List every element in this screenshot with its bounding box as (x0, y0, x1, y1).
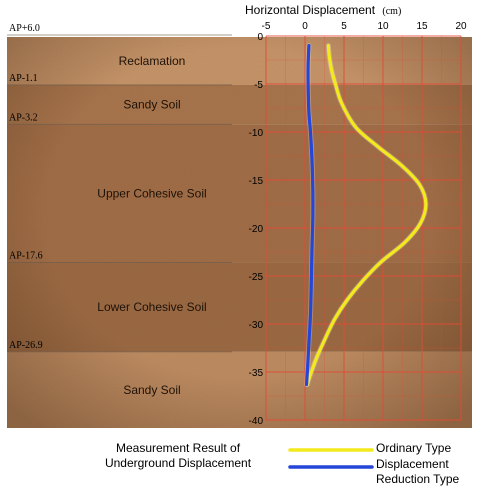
x-tick-label-0: -5 (262, 21, 271, 32)
y-tick-label-0: 0 (257, 32, 263, 43)
elevation-label-0: AP+6.0 (9, 23, 40, 34)
plot-grid (265, 35, 462, 421)
soil-label-sandy-soil-1: Sandy Soil (123, 98, 180, 112)
y-tick-label-2: -10 (249, 128, 264, 139)
elevation-label-3: AP-17.6 (9, 251, 43, 262)
soil-labels: Reclamation Sandy Soil Upper Cohesive Soil… (97, 54, 206, 397)
x-tick-label-3: 10 (377, 21, 389, 32)
x-tick-label-4: 15 (416, 21, 428, 32)
x-tick-label-5: 20 (455, 21, 467, 32)
x-axis-title: Horizontal Displacement (cm) (245, 3, 401, 17)
elevation-label-1: AP-1.1 (9, 73, 38, 84)
soil-vignette (7, 37, 472, 428)
legend-label-ordinary: Ordinary Type (376, 441, 451, 455)
layer-boundaries (7, 34, 232, 353)
series-line-ordinary-type (305, 44, 428, 387)
y-tick-label-5: -25 (249, 272, 264, 283)
figure-caption: Measurement Result of Underground Displa… (105, 441, 252, 470)
x-tick-labels: -5 0 5 10 15 20 (262, 21, 467, 32)
elevation-label-4: AP-26.9 (9, 340, 43, 351)
y-tick-label-1: -5 (254, 80, 263, 91)
legend-label-reduction-line-1: Displacement (376, 457, 449, 471)
y-tick-label-4: -20 (249, 224, 264, 235)
soil-label-upper-cohesive-soil-2: Upper Cohesive Soil (97, 186, 206, 200)
y-tick-label-8: -40 (249, 416, 264, 427)
soil-label-sandy-soil-4: Sandy Soil (123, 383, 180, 397)
y-tick-label-7: -35 (249, 368, 264, 379)
x-axis-title-text: Horizontal Displacement (245, 3, 376, 17)
legend-label-reduction-line-2: Reduction Type (376, 472, 459, 486)
elevation-label-2: AP-3.2 (9, 112, 38, 123)
soil-label-reclamation-0: Reclamation (119, 54, 186, 68)
y-tick-label-6: -30 (249, 320, 264, 331)
x-tick-label-2: 5 (341, 21, 347, 32)
series-line-displacement-reduction-type (304, 44, 315, 387)
series-lines (304, 43, 429, 387)
x-axis-unit: (cm) (382, 6, 401, 17)
caption-line-2: Underground Displacement (105, 456, 252, 470)
elevation-labels: AP+6.0 AP-1.1 AP-3.2 AP-17.6 AP-26.9 (9, 23, 43, 351)
legend: Ordinary Type Displacement Reduction Typ… (288, 441, 459, 486)
y-tick-labels: 0 -5 -10 -15 -20 -25 -30 -35 -40 (249, 32, 264, 427)
soil-label-lower-cohesive-soil-3: Lower Cohesive Soil (97, 300, 206, 314)
y-tick-label-3: -15 (249, 176, 264, 187)
caption-line-1: Measurement Result of (116, 441, 241, 455)
x-tick-label-1: 0 (302, 21, 308, 32)
